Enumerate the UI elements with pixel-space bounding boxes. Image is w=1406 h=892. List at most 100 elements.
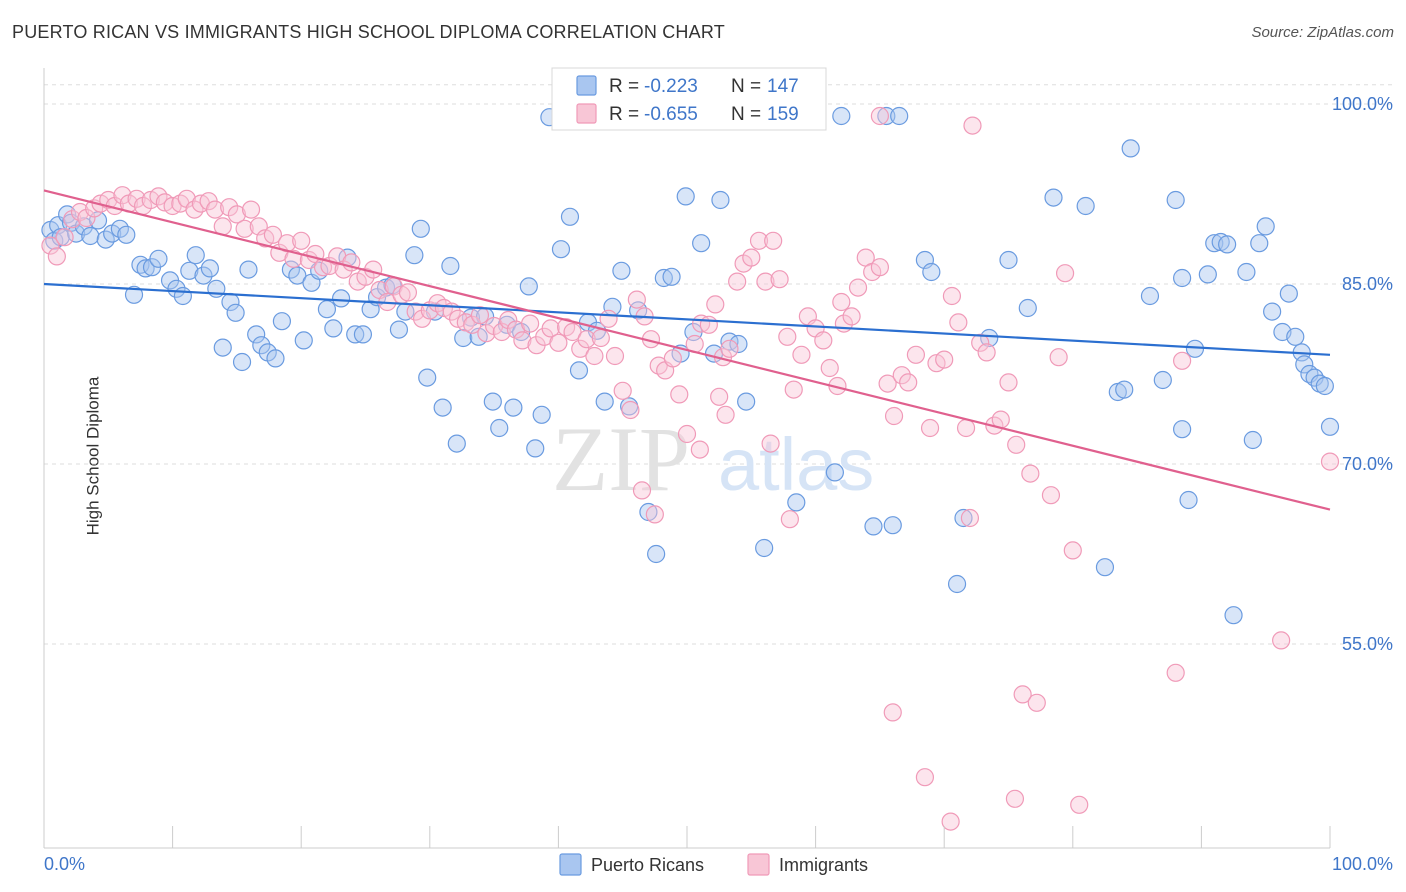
immigrant-point	[356, 267, 375, 286]
puerto-rican-point	[1224, 606, 1243, 625]
puerto-rican-point	[647, 544, 666, 564]
puerto-rican-point	[532, 405, 551, 424]
puerto-rican-point	[389, 320, 409, 339]
immigrant-point	[632, 481, 652, 500]
x-axis-ticks: 0.0% 100.0%	[43, 826, 1393, 874]
puerto-rican-point	[711, 190, 730, 210]
puerto-rican-point	[504, 398, 523, 417]
immigrant-point	[716, 405, 735, 424]
immigrant-point	[1041, 486, 1061, 505]
puerto-rican-point	[954, 508, 973, 528]
immigrant-point	[549, 333, 568, 352]
immigrant-point	[832, 292, 851, 312]
puerto-rican-point	[294, 331, 313, 350]
immigrant-point	[605, 346, 625, 366]
puerto-rican-point	[560, 207, 580, 226]
immigrant-point	[513, 331, 532, 350]
puerto-rican-point	[441, 256, 460, 276]
puerto-rican-point	[1018, 298, 1037, 318]
legend-r-label: R =	[609, 104, 639, 125]
immigrant-point	[820, 358, 839, 378]
puerto-rican-point	[1198, 265, 1217, 284]
immigrant-point	[499, 310, 518, 330]
y-tick-labels: 55.0% 70.0% 85.0% 100.0%	[1332, 94, 1393, 654]
immigrant-point	[205, 200, 225, 219]
puerto-rican-point	[1115, 380, 1134, 399]
puerto-rican-point	[999, 250, 1018, 270]
puerto-rican-point	[551, 240, 571, 259]
legend-r-value: -0.223	[644, 76, 698, 97]
puerto-rican-point	[877, 106, 896, 126]
puerto-rican-point	[1185, 339, 1205, 358]
immigrant-point	[1007, 435, 1026, 454]
immigrant-point	[470, 306, 490, 325]
watermark-atlas: atlas	[718, 423, 874, 506]
puerto-rican-point	[117, 225, 136, 244]
legend-swatch-puerto-ricans	[559, 853, 582, 876]
immigrant-point	[870, 258, 890, 277]
immigrant-point	[842, 307, 861, 326]
immigrant-point	[814, 331, 833, 350]
immigrant-point	[627, 290, 646, 309]
puerto-rican-point	[67, 224, 86, 243]
puerto-rican-point	[526, 439, 545, 458]
puerto-rican-point	[980, 328, 999, 348]
puerto-rican-point	[1044, 188, 1063, 207]
immigrant-point	[915, 768, 935, 787]
puerto-rican-point	[411, 219, 430, 238]
puerto-rican-point	[1243, 430, 1262, 450]
immigrant-point	[977, 343, 996, 362]
immigrant-point	[63, 210, 82, 229]
puerto-rican-point	[737, 392, 756, 411]
immigrant-point	[591, 328, 610, 348]
immigrant-point	[47, 247, 66, 266]
puerto-rican-point	[1256, 217, 1275, 236]
immigrant-point	[878, 374, 897, 393]
immigrant-point	[398, 283, 418, 302]
immigrant-point	[720, 339, 739, 358]
puerto-rican-point	[136, 259, 155, 278]
puerto-rican-point	[1179, 490, 1198, 510]
source-attribution: Source: ZipAtlas.com	[1251, 24, 1394, 41]
immigrant-point	[645, 505, 664, 524]
puerto-rican-point	[226, 303, 245, 322]
puerto-rican-point	[883, 516, 902, 535]
immigrant-point	[541, 319, 560, 338]
puerto-rican-point	[1250, 234, 1269, 253]
immigrants-trend-line	[43, 189, 1331, 511]
legend-n-value: 159	[767, 104, 799, 125]
legend-box	[551, 67, 827, 131]
immigrant-point	[1173, 351, 1192, 370]
immigrant-point	[1070, 795, 1089, 814]
legend-swatch-immigrants	[747, 853, 770, 876]
immigrant-point	[899, 373, 918, 392]
immigrant-point	[613, 381, 632, 400]
puerto-rican-point	[1166, 190, 1185, 210]
puerto-rican-point	[519, 277, 538, 296]
x-tick-label: 0.0%	[44, 854, 85, 874]
immigrant-point	[690, 440, 709, 459]
chart-title: PUERTO RICAN VS IMMIGRANTS HIGH SCHOOL D…	[12, 22, 725, 42]
immigrant-point	[1063, 541, 1082, 560]
immigrant-point	[406, 302, 425, 321]
immigrant-point	[971, 333, 990, 352]
puerto-rican-point	[213, 338, 232, 357]
immigrant-point	[770, 270, 789, 289]
legend-label-puerto-ricans: Puerto Ricans	[591, 855, 704, 875]
immigrant-point	[1005, 789, 1025, 808]
immigrant-point	[1055, 264, 1075, 283]
immigrant-point	[292, 231, 311, 250]
puerto-rican-point	[186, 246, 205, 265]
legend-n-label: N =	[731, 76, 761, 97]
puerto-rican-point	[654, 268, 673, 288]
immigrant-point	[577, 330, 596, 349]
immigrant-point	[883, 703, 902, 722]
puerto-rican-point	[131, 255, 150, 274]
legend-n-value: 147	[767, 76, 799, 97]
puerto-rican-point	[1218, 235, 1237, 254]
immigrant-point	[960, 508, 980, 528]
y-tick-label: 55.0%	[1342, 634, 1393, 654]
puerto-rican-point	[612, 261, 631, 280]
puerto-rican-point	[569, 361, 589, 380]
immigrant-point	[463, 315, 482, 334]
